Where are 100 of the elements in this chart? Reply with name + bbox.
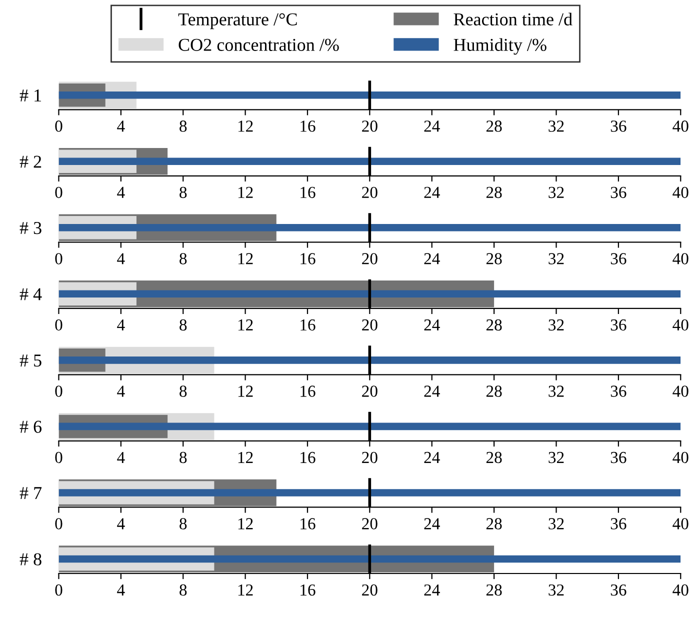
x-tick-label: 40 bbox=[672, 253, 688, 264]
legend-label: CO2 concentration /% bbox=[178, 38, 339, 52]
x-tick-label: 40 bbox=[672, 186, 688, 198]
x-tick-label: 12 bbox=[238, 518, 253, 530]
x-tick-label: 16 bbox=[300, 518, 316, 530]
x-tick-label: 40 bbox=[672, 584, 688, 596]
x-tick-label: 20 bbox=[362, 120, 378, 132]
x-tick-label: 12 bbox=[238, 386, 253, 397]
x-tick-label: 32 bbox=[548, 452, 564, 464]
x-tick-label: 36 bbox=[610, 186, 626, 198]
x-tick-label: 24 bbox=[424, 584, 440, 596]
y-tick-label: # 1 bbox=[20, 89, 41, 102]
x-tick-label: 24 bbox=[424, 319, 440, 330]
x-tick-label: 8 bbox=[180, 186, 187, 198]
x-tick-label: 4 bbox=[117, 186, 125, 198]
x-tick-label: 8 bbox=[180, 253, 187, 264]
x-tick-label: 36 bbox=[610, 584, 626, 596]
x-tick-label: 40 bbox=[672, 386, 688, 397]
x-tick-label: 16 bbox=[300, 186, 316, 198]
x-tick-label: 24 bbox=[424, 386, 440, 397]
x-tick-label: 0 bbox=[55, 253, 62, 264]
x-tick-label: 8 bbox=[180, 584, 187, 596]
x-tick-label: 24 bbox=[424, 253, 440, 264]
x-tick-label: 40 bbox=[672, 452, 688, 464]
x-tick-label: 12 bbox=[238, 452, 253, 463]
x-tick-label: 32 bbox=[548, 584, 564, 596]
x-tick-label: 40 bbox=[672, 120, 688, 132]
x-tick-label: 0 bbox=[55, 186, 62, 198]
x-tick-label: 36 bbox=[610, 120, 626, 132]
x-tick-label: 16 bbox=[300, 319, 316, 331]
y-tick-label: # 4 bbox=[20, 288, 42, 300]
x-tick-label: 28 bbox=[486, 452, 502, 464]
x-tick-label: 8 bbox=[180, 120, 187, 132]
y-tick-label: # 6 bbox=[20, 420, 42, 433]
x-tick-label: 24 bbox=[424, 518, 440, 530]
x-tick-label: 8 bbox=[180, 518, 187, 530]
x-tick-label: 24 bbox=[424, 452, 440, 463]
y-tick-label: # 2 bbox=[20, 156, 42, 168]
legend-label: Temperature /°C bbox=[178, 13, 297, 30]
x-tick-label: 8 bbox=[180, 386, 187, 397]
x-tick-label: 16 bbox=[300, 386, 316, 397]
x-tick-label: 4 bbox=[117, 120, 125, 132]
x-tick-label: 32 bbox=[548, 386, 564, 397]
x-tick-label: 28 bbox=[486, 253, 502, 264]
x-tick-label: 0 bbox=[55, 386, 62, 397]
x-tick-label: 12 bbox=[238, 186, 253, 198]
x-tick-label: 8 bbox=[180, 452, 187, 464]
x-tick-label: 4 bbox=[117, 452, 125, 463]
x-tick-label: 4 bbox=[117, 518, 125, 530]
x-tick-label: 40 bbox=[672, 319, 688, 331]
x-tick-label: 16 bbox=[300, 253, 316, 264]
legend-label: Reaction time /d bbox=[454, 12, 572, 26]
x-tick-label: 0 bbox=[55, 120, 62, 132]
x-tick-label: 20 bbox=[362, 584, 378, 596]
x-tick-label: 16 bbox=[300, 584, 316, 596]
x-tick-label: 20 bbox=[362, 518, 378, 530]
x-tick-label: 20 bbox=[362, 253, 378, 264]
x-tick-label: 4 bbox=[117, 319, 125, 330]
y-tick-label: # 5 bbox=[20, 354, 42, 367]
y-tick-label: # 8 bbox=[20, 553, 42, 566]
y-tick-label: # 7 bbox=[20, 487, 42, 499]
x-tick-label: 32 bbox=[548, 253, 564, 264]
x-tick-label: 20 bbox=[362, 186, 378, 198]
x-tick-label: 12 bbox=[238, 253, 253, 264]
x-tick-label: 28 bbox=[486, 386, 502, 397]
x-tick-label: 32 bbox=[548, 518, 564, 530]
x-tick-label: 16 bbox=[300, 120, 316, 132]
x-tick-label: 20 bbox=[362, 319, 378, 331]
x-tick-label: 20 bbox=[362, 452, 378, 464]
x-tick-label: 36 bbox=[610, 253, 626, 264]
x-tick-label: 4 bbox=[117, 253, 125, 264]
x-tick-label: 4 bbox=[117, 386, 125, 397]
x-tick-label: 0 bbox=[55, 518, 62, 530]
x-tick-label: 24 bbox=[424, 120, 440, 132]
x-tick-label: 36 bbox=[610, 319, 626, 331]
x-tick-label: 28 bbox=[486, 120, 502, 132]
x-tick-label: 32 bbox=[548, 186, 564, 198]
x-tick-label: 12 bbox=[238, 584, 253, 596]
y-tick-label: # 3 bbox=[20, 222, 42, 234]
x-tick-label: 0 bbox=[55, 452, 62, 464]
x-tick-label: 28 bbox=[486, 518, 502, 530]
x-tick-label: 36 bbox=[610, 386, 626, 397]
x-tick-label: 40 bbox=[672, 518, 688, 530]
x-tick-label: 8 bbox=[180, 319, 187, 331]
x-tick-label: 32 bbox=[548, 120, 564, 132]
x-tick-label: 4 bbox=[117, 584, 125, 596]
x-tick-label: 0 bbox=[55, 319, 62, 331]
x-tick-label: 36 bbox=[610, 452, 626, 464]
x-tick-label: 16 bbox=[300, 452, 316, 464]
legend-label: Humidity /% bbox=[454, 38, 546, 55]
x-tick-label: 28 bbox=[486, 584, 502, 596]
x-tick-label: 12 bbox=[238, 120, 253, 132]
x-tick-label: 24 bbox=[424, 186, 440, 198]
x-tick-label: 28 bbox=[486, 319, 502, 331]
x-tick-label: 28 bbox=[486, 186, 502, 198]
x-tick-label: 0 bbox=[55, 584, 62, 596]
x-tick-label: 36 bbox=[610, 518, 626, 530]
x-tick-label: 20 bbox=[362, 386, 378, 397]
x-tick-label: 12 bbox=[238, 319, 253, 330]
x-tick-label: 32 bbox=[548, 319, 564, 331]
